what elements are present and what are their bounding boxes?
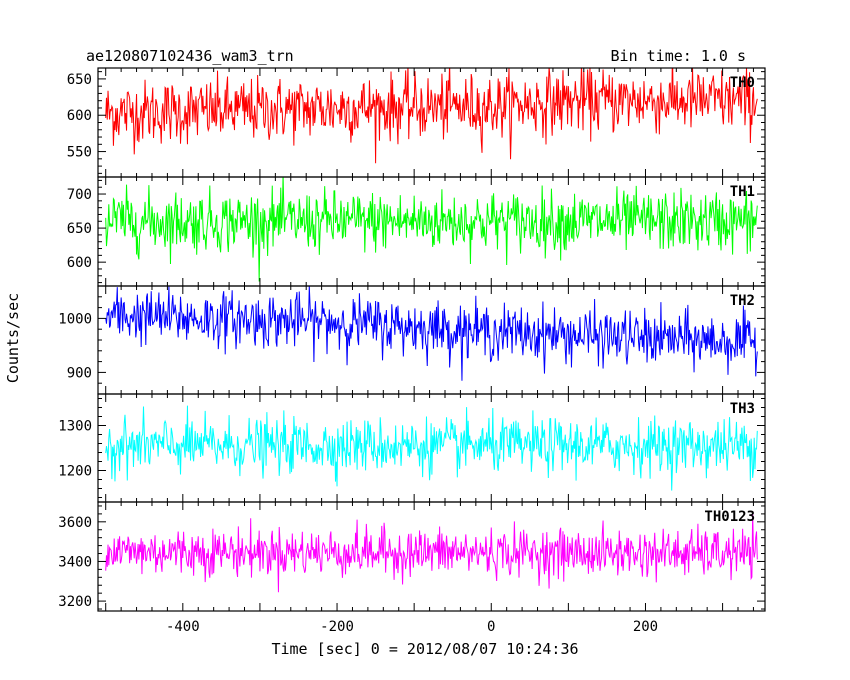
series-line-th1 (105, 177, 758, 282)
y-tick-label: 700 (67, 187, 92, 203)
x-tick-label: -400 (166, 619, 200, 635)
panel-label-th2: TH2 (730, 293, 755, 309)
panel-th0123: 3200 3400 3600 TH0123 (58, 501, 766, 612)
panel-th0: 550 600 650 TH0 (67, 67, 766, 178)
y-tick-label: 1200 (58, 464, 92, 480)
series-line-th2 (105, 286, 758, 381)
panel-frame (97, 176, 766, 287)
panel-frame (97, 501, 766, 612)
y-tick-label: 650 (67, 221, 92, 237)
panel-label-th3: TH3 (730, 401, 755, 417)
x-tick-label: 0 (487, 619, 495, 635)
y-tick-label: 1300 (58, 419, 92, 435)
bin-time-label: Bin time: 1.0 s (611, 47, 746, 65)
y-tick-label: 1000 (58, 311, 92, 327)
x-axis-label: Time [sec] 0 = 2012/08/07 10:24:36 (271, 640, 578, 658)
panel-th2: 900 1000 TH2 (58, 285, 766, 395)
y-tick-label: 650 (67, 72, 92, 88)
panel-th3: 1200 1300 TH3 (58, 393, 766, 503)
y-tick-label: 600 (67, 255, 92, 271)
y-tick-label: 550 (67, 145, 92, 161)
y-axis-label: Counts/sec (4, 293, 22, 383)
x-tick-label: 200 (633, 619, 658, 635)
series-line-th3 (105, 405, 758, 491)
y-tick-label: 3400 (58, 554, 92, 570)
panel-frame (97, 285, 766, 395)
y-tick-label: 3600 (58, 515, 92, 531)
series-line-th0123 (105, 511, 758, 593)
panel-label-th0123: TH0123 (704, 509, 755, 525)
panel-th1: 600 650 700 TH1 (67, 176, 766, 287)
panel-label-th1: TH1 (730, 184, 755, 200)
x-tick-label: -200 (320, 619, 354, 635)
series-line-th0 (105, 68, 758, 164)
y-tick-label: 3200 (58, 594, 92, 610)
chart-title: ae120807102436_wam3_trn (86, 47, 294, 65)
panel-label-th0: TH0 (730, 75, 755, 91)
panels-group: 550 600 650 TH0 600 650 700 TH1 900 1000 TH2 1200 13… (58, 67, 766, 635)
y-tick-label: 600 (67, 108, 92, 124)
y-tick-label: 900 (67, 365, 92, 381)
